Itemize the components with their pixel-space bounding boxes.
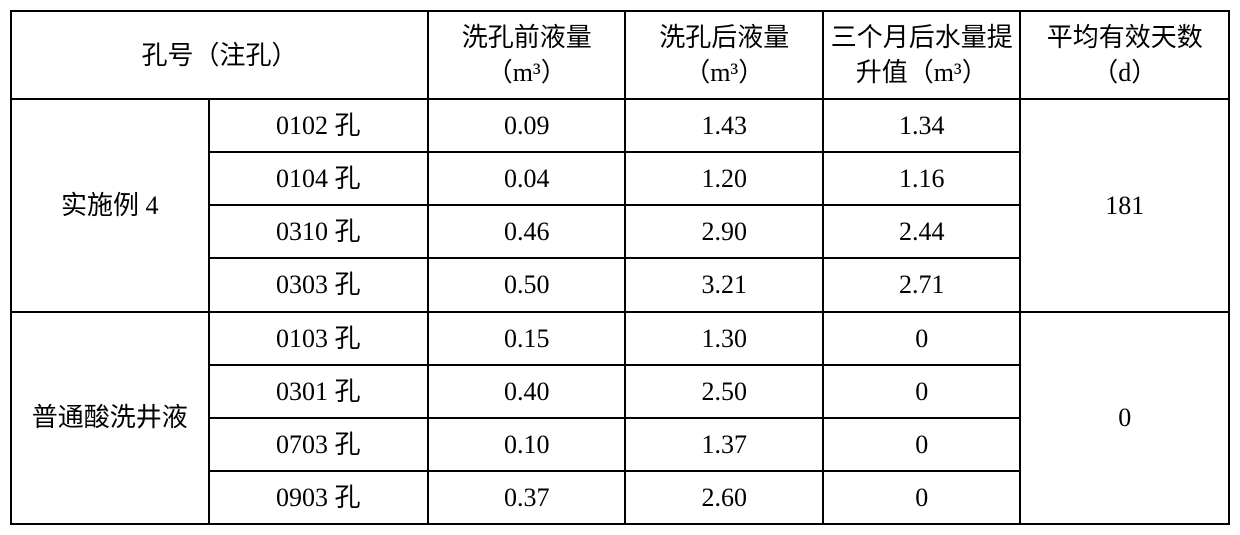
header-avg-days: 平均有效天数 （d） — [1020, 11, 1229, 99]
cell-hole: 0102 孔 — [209, 99, 428, 152]
cell-avg-days: 0 — [1020, 312, 1229, 524]
cell-after: 2.50 — [625, 365, 823, 418]
cell-delta: 0 — [823, 471, 1021, 524]
header-after: 洗孔后液量（m³） — [625, 11, 823, 99]
table-header-row: 孔号（注孔） 洗孔前液量（m³） 洗孔后液量（m³） 三个月后水量提升值（m³）… — [11, 11, 1229, 99]
cell-hole: 0703 孔 — [209, 418, 428, 471]
cell-after: 3.21 — [625, 258, 823, 311]
header-delta: 三个月后水量提升值（m³） — [823, 11, 1021, 99]
cell-hole: 0310 孔 — [209, 205, 428, 258]
cell-delta: 1.16 — [823, 152, 1021, 205]
cell-before: 0.09 — [428, 99, 626, 152]
table-row: 普通酸洗井液 0103 孔 0.15 1.30 0 0 — [11, 312, 1229, 365]
cell-delta: 1.34 — [823, 99, 1021, 152]
data-table: 孔号（注孔） 洗孔前液量（m³） 洗孔后液量（m³） 三个月后水量提升值（m³）… — [10, 10, 1230, 525]
table-row: 实施例 4 0102 孔 0.09 1.43 1.34 181 — [11, 99, 1229, 152]
cell-after: 1.43 — [625, 99, 823, 152]
cell-after: 2.60 — [625, 471, 823, 524]
cell-after: 1.20 — [625, 152, 823, 205]
cell-avg-days: 181 — [1020, 99, 1229, 311]
group-label: 实施例 4 — [11, 99, 209, 311]
cell-hole: 0104 孔 — [209, 152, 428, 205]
cell-before: 0.46 — [428, 205, 626, 258]
cell-after: 2.90 — [625, 205, 823, 258]
cell-hole: 0301 孔 — [209, 365, 428, 418]
cell-before: 0.40 — [428, 365, 626, 418]
cell-delta: 0 — [823, 418, 1021, 471]
cell-before: 0.37 — [428, 471, 626, 524]
header-hole-no: 孔号（注孔） — [11, 11, 428, 99]
header-before: 洗孔前液量（m³） — [428, 11, 626, 99]
group-label: 普通酸洗井液 — [11, 312, 209, 524]
cell-before: 0.50 — [428, 258, 626, 311]
cell-hole: 0103 孔 — [209, 312, 428, 365]
cell-delta: 0 — [823, 312, 1021, 365]
cell-hole: 0303 孔 — [209, 258, 428, 311]
cell-before: 0.04 — [428, 152, 626, 205]
cell-delta: 2.44 — [823, 205, 1021, 258]
cell-after: 1.37 — [625, 418, 823, 471]
cell-delta: 0 — [823, 365, 1021, 418]
cell-after: 1.30 — [625, 312, 823, 365]
cell-hole: 0903 孔 — [209, 471, 428, 524]
cell-before: 0.10 — [428, 418, 626, 471]
cell-delta: 2.71 — [823, 258, 1021, 311]
header-avg-days-unit: （d） — [1092, 58, 1157, 87]
cell-before: 0.15 — [428, 312, 626, 365]
header-avg-days-label: 平均有效天数 — [1047, 23, 1203, 52]
